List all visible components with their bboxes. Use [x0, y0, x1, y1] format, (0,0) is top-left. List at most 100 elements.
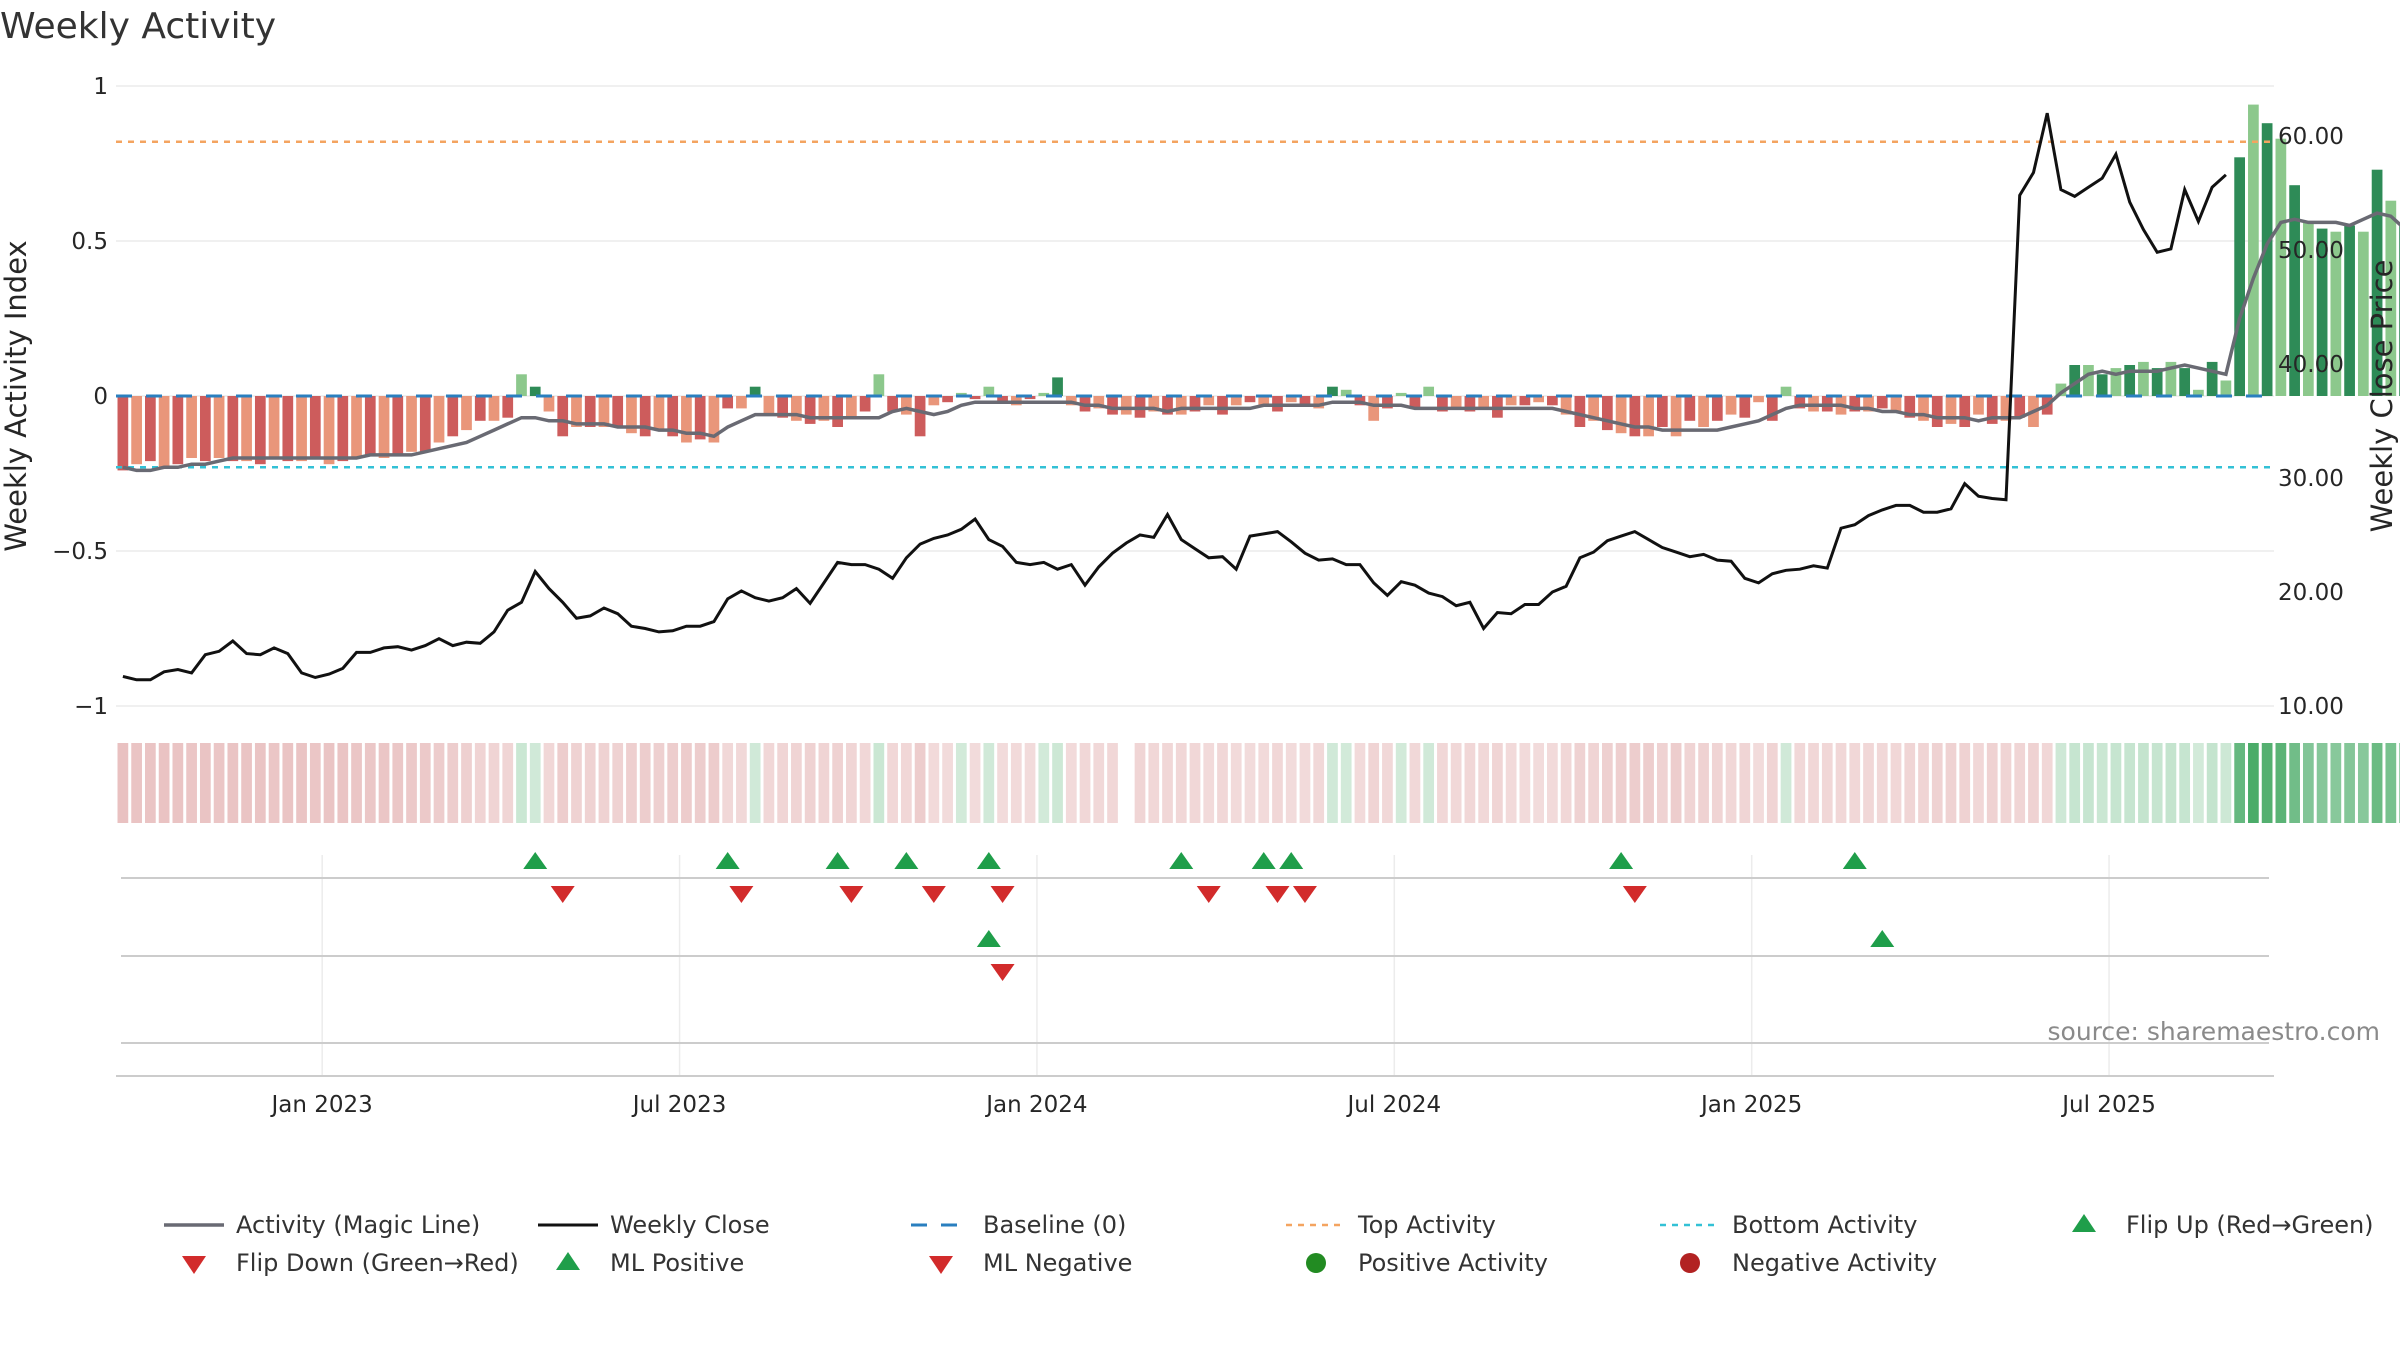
weekly-close-line — [122, 112, 2227, 682]
activity-bar-38 — [639, 396, 651, 437]
heat-cell-151 — [2193, 743, 2204, 823]
activity-bar-129 — [1890, 396, 1902, 412]
heat-cell-135 — [1973, 743, 1984, 823]
flip-up-marker-3 — [894, 852, 919, 869]
heat-cell-89 — [1340, 743, 1352, 823]
heat-cell-85 — [1285, 743, 1297, 823]
heat-cell-150 — [2179, 743, 2191, 823]
activity-bar-114 — [1684, 396, 1696, 421]
heat-cell-84 — [1272, 743, 1283, 823]
activity-bar-80 — [1217, 396, 1228, 415]
legend: Activity (Magic Line) Weekly Close Baselin… — [164, 1211, 2374, 1277]
heat-cell-68 — [1052, 743, 1063, 823]
activity-bar-44 — [722, 396, 734, 409]
activity-bar-22 — [419, 396, 431, 452]
heat-cell-127 — [1863, 743, 1874, 823]
activity-bar-61 — [955, 392, 967, 396]
right-axis-ticks: 60.00 50.00 40.00 30.00 20.00 10.00 — [2278, 124, 2344, 720]
activity-bar-25 — [461, 396, 472, 431]
heat-cell-65 — [1010, 743, 1022, 823]
activity-bar-34 — [584, 396, 596, 427]
activity-bar-99 — [1478, 396, 1490, 409]
activity-bar-62 — [969, 396, 981, 400]
activity-bar-157 — [2275, 138, 2287, 396]
heat-cell-29 — [516, 743, 527, 823]
legend-label-5: Flip Up (Red→Green) — [2126, 1211, 2374, 1239]
activity-heat-strip — [117, 743, 2400, 823]
activity-bar-113 — [1670, 396, 1682, 437]
heat-cell-4 — [172, 743, 184, 823]
heat-cell-0 — [117, 743, 129, 823]
heat-cell-160 — [2316, 743, 2328, 823]
heat-cell-103 — [1533, 743, 1544, 823]
activity-bar-156 — [2261, 123, 2273, 396]
heat-cell-106 — [1574, 743, 1586, 823]
x-tick-1: Jul 2023 — [631, 1092, 727, 1118]
left-axis-label: Weekly Activity Index — [0, 240, 33, 551]
ml-positive-marker-0 — [976, 930, 1001, 947]
heat-cell-132 — [1931, 743, 1943, 823]
activity-bar-116 — [1711, 396, 1723, 421]
heat-cell-37 — [626, 743, 637, 823]
heat-cell-60 — [942, 743, 953, 823]
heat-cell-28 — [502, 743, 514, 823]
activity-bar-21 — [406, 396, 417, 452]
activity-bar-161 — [2330, 231, 2342, 396]
heat-cell-10 — [254, 743, 266, 823]
heat-cell-156 — [2261, 743, 2273, 823]
heat-cell-54 — [859, 743, 871, 823]
legend-label-10: Negative Activity — [1732, 1249, 1937, 1277]
heat-cell-116 — [1711, 743, 1723, 823]
activity-bar-56 — [887, 396, 898, 412]
activity-bar-126 — [1849, 396, 1861, 412]
activity-bar-154 — [2234, 157, 2245, 396]
heat-cell-24 — [447, 743, 459, 823]
flip-up-marker-8 — [1609, 852, 1634, 869]
activity-bar-2 — [145, 396, 156, 462]
activity-bar-52 — [832, 396, 843, 427]
heat-cell-114 — [1684, 743, 1696, 823]
heat-cell-100 — [1492, 743, 1503, 823]
right-tick-4: 20.00 — [2278, 580, 2344, 606]
flip-up-marker-7 — [1279, 852, 1304, 869]
activity-bar-58 — [914, 396, 926, 437]
heat-cell-94 — [1409, 743, 1421, 823]
legend-swatch-9 — [1306, 1253, 1326, 1273]
activity-bar-73 — [1120, 396, 1132, 415]
heat-cell-77 — [1175, 743, 1187, 823]
heat-cell-69 — [1065, 743, 1077, 823]
heat-cell-56 — [887, 743, 898, 823]
x-tick-3: Jul 2024 — [1346, 1092, 1442, 1118]
activity-bar-101 — [1505, 396, 1517, 406]
left-tick-3: −0.5 — [52, 539, 108, 565]
activity-bar-49 — [791, 396, 802, 421]
legend-swatch-8 — [929, 1256, 953, 1274]
activity-bar-89 — [1340, 389, 1352, 396]
heat-cell-38 — [639, 743, 651, 823]
activity-bar-42 — [694, 396, 706, 440]
activity-bar-153 — [2220, 380, 2232, 396]
activity-bar-11 — [268, 396, 280, 458]
heat-cell-66 — [1024, 743, 1036, 823]
activity-bar-117 — [1725, 396, 1737, 415]
activity-bar-112 — [1656, 396, 1668, 427]
heat-cell-59 — [928, 743, 940, 823]
heat-cell-82 — [1244, 743, 1256, 823]
heat-cell-13 — [296, 743, 307, 823]
heat-cell-52 — [832, 743, 843, 823]
legend-label-0: Activity (Magic Line) — [236, 1211, 480, 1239]
heat-cell-40 — [667, 743, 679, 823]
activity-bar-87 — [1313, 396, 1325, 409]
activity-bar-118 — [1739, 396, 1751, 418]
heat-cell-159 — [2303, 743, 2314, 823]
activity-bar-78 — [1189, 396, 1201, 412]
heat-cell-30 — [529, 743, 541, 823]
heat-cell-36 — [612, 743, 624, 823]
activity-bar-136 — [1986, 396, 1998, 424]
heat-cell-78 — [1189, 743, 1201, 823]
activity-bars — [117, 104, 2400, 471]
activity-bar-48 — [777, 396, 789, 418]
heat-cell-57 — [900, 743, 912, 823]
x-tick-2: Jan 2024 — [984, 1092, 1087, 1118]
activity-bar-127 — [1863, 396, 1874, 412]
